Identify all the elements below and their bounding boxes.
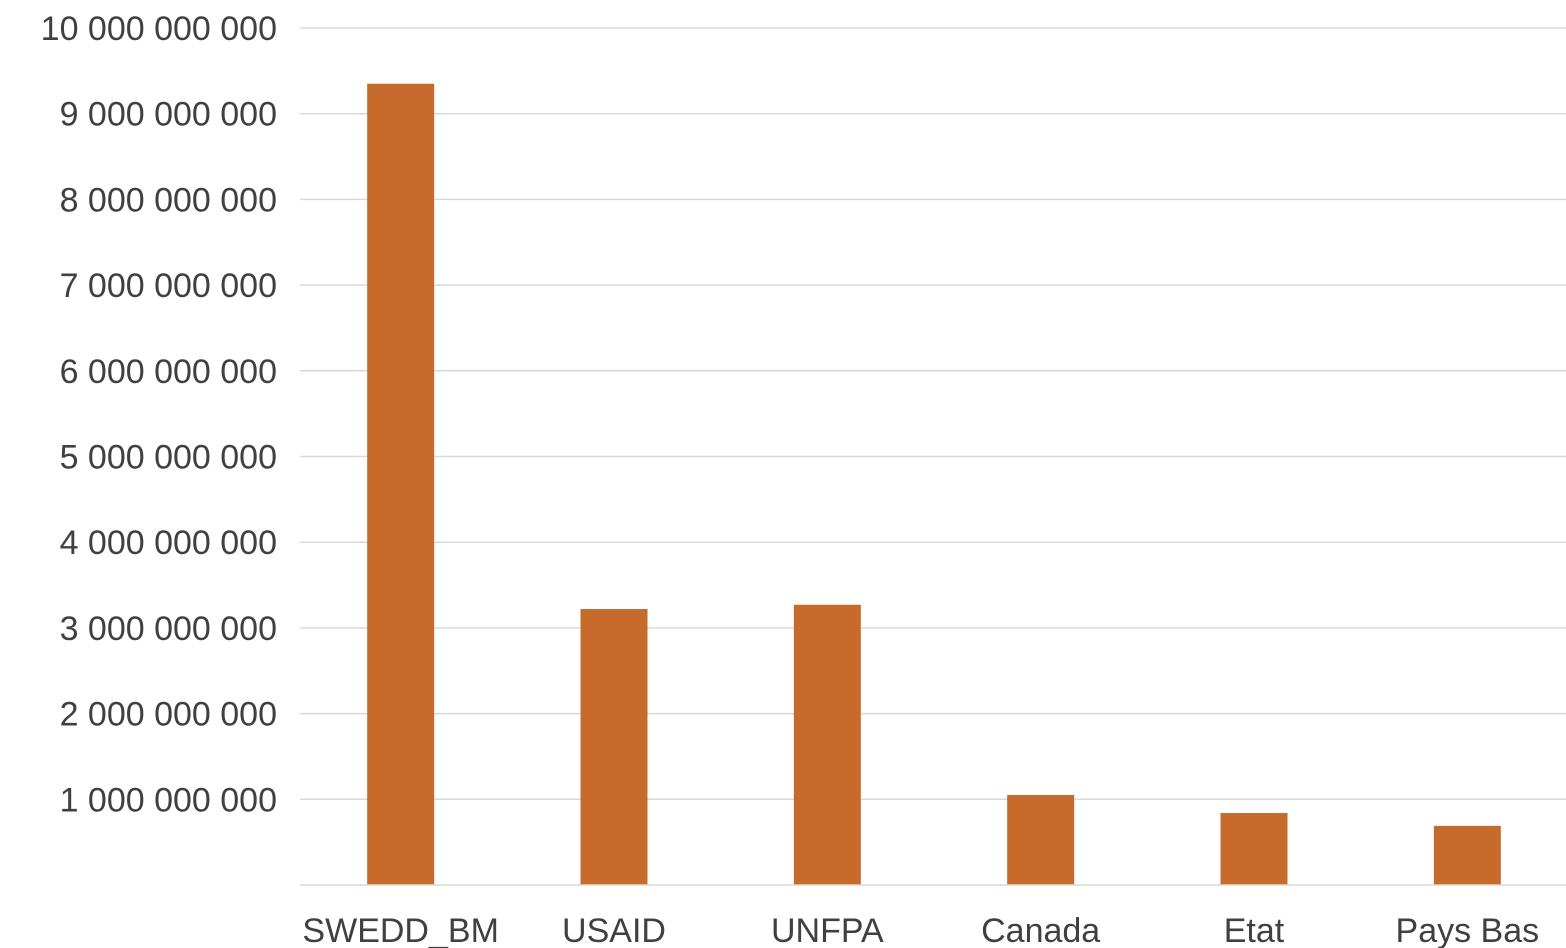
y-tick-label: 8 000 000 000 — [60, 181, 277, 219]
y-tick-label: 2 000 000 000 — [60, 696, 277, 734]
x-category-label: SWEDD_BM — [302, 912, 498, 948]
x-category-label: UNFPA — [771, 912, 884, 948]
bar-unfpa — [793, 604, 861, 885]
y-tick-label: 10 000 000 000 — [41, 10, 277, 48]
y-axis-tick-labels: 1 000 000 000 2 000 000 000 3 000 000 000 4… — [41, 10, 277, 819]
y-tick-label: 3 000 000 000 — [60, 610, 277, 648]
y-tick-label: 4 000 000 000 — [60, 524, 277, 562]
x-category-label: USAID — [562, 912, 666, 948]
bar-pays-bas — [1433, 825, 1501, 885]
bar-swedd-bm — [367, 83, 435, 885]
y-tick-label: 9 000 000 000 — [60, 96, 277, 134]
bars — [367, 83, 1501, 885]
y-tick-label: 7 000 000 000 — [60, 267, 277, 305]
y-tick-label: 5 000 000 000 — [60, 439, 277, 477]
bar-etat — [1220, 813, 1288, 885]
x-category-label: Canada — [981, 912, 1100, 948]
bar-canada — [1007, 795, 1075, 885]
x-category-label: Etat — [1224, 912, 1285, 948]
x-category-label: Pays Bas — [1396, 912, 1540, 948]
bar-usaid — [580, 609, 648, 885]
y-tick-label: 6 000 000 000 — [60, 353, 277, 391]
y-tick-label: 1 000 000 000 — [60, 781, 277, 819]
x-axis-category-labels: SWEDD_BM USAID UNFPA Canada Etat Pays Bas — [302, 912, 1539, 948]
gridlines — [300, 27, 1566, 801]
